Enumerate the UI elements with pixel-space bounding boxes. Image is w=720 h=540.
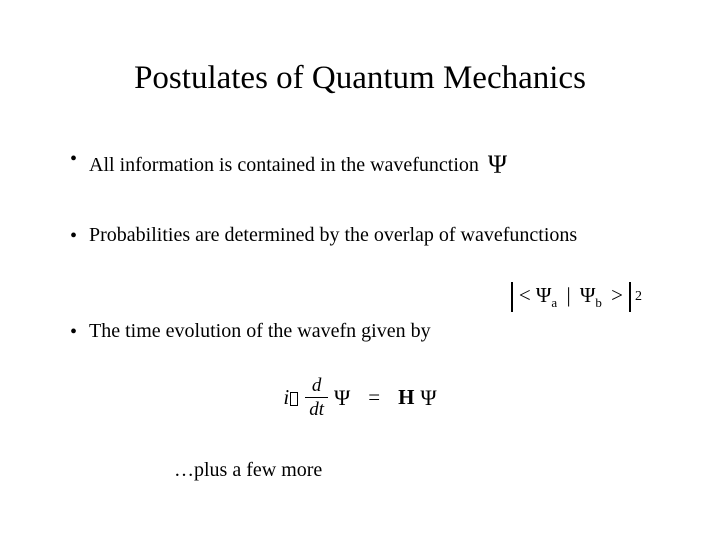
equation-tdse: i d dt Ψ = H Ψ <box>70 376 650 419</box>
bullet-text-2: Probabilities are determined by the over… <box>89 222 650 249</box>
bullet-marker: • <box>70 145 77 173</box>
tdse-psi-left: Ψ <box>334 385 350 411</box>
bullet-item-1: • All information is contained in the wa… <box>70 145 650 180</box>
left-angle: < <box>519 283 531 307</box>
bullet-item-3-wrap: • The time evolution of the wavefn given… <box>70 318 650 346</box>
tdse-hamiltonian: H <box>398 385 414 410</box>
bullet-text-1: All information is contained in the wave… <box>89 145 650 180</box>
bullet-marker: • <box>70 318 77 346</box>
bullet-item-2-wrap: • Probabilities are determined by the ov… <box>70 222 650 250</box>
equation-overlap: < Ψa | Ψb > 2 <box>511 282 642 312</box>
psi-a: Ψ <box>536 283 552 307</box>
bullet-text-3: The time evolution of the wavefn given b… <box>89 318 650 345</box>
abs-bar-left <box>511 282 513 312</box>
bullet-item-2: • Probabilities are determined by the ov… <box>70 222 650 250</box>
bullet-1-text: All information is contained in the wave… <box>89 154 479 176</box>
mid-bar: | <box>566 283 570 307</box>
tdse-hbar-box <box>290 392 298 406</box>
footer-text: …plus a few more <box>174 459 650 482</box>
abs-bar-right <box>629 282 631 312</box>
bullet-item-3: • The time evolution of the wavefn given… <box>70 318 650 346</box>
frac-num: d <box>308 376 326 397</box>
bra-ket: < Ψa | Ψb > <box>519 283 623 311</box>
tdse-equals: = <box>368 385 380 410</box>
psi-symbol: Ψ <box>488 150 507 179</box>
sub-a: a <box>551 295 557 310</box>
psi-b: Ψ <box>580 283 596 307</box>
sub-b: b <box>595 295 602 310</box>
exponent-2: 2 <box>635 289 642 305</box>
fraction: d dt <box>305 376 328 419</box>
right-angle: > <box>611 283 623 307</box>
slide: Postulates of Quantum Mechanics • All in… <box>0 0 720 540</box>
tdse-wrap: i d dt Ψ = H Ψ <box>283 376 436 419</box>
bullet-marker: • <box>70 222 77 250</box>
tdse-i: i <box>283 385 289 410</box>
slide-title: Postulates of Quantum Mechanics <box>70 60 650 97</box>
tdse-psi-right: Ψ <box>420 385 436 411</box>
frac-den: dt <box>305 398 328 419</box>
